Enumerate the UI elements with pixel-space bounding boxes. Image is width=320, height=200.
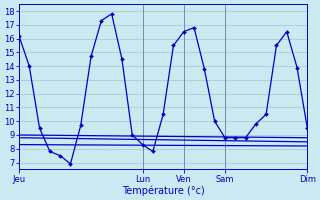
X-axis label: Température (°c): Température (°c): [122, 185, 204, 196]
